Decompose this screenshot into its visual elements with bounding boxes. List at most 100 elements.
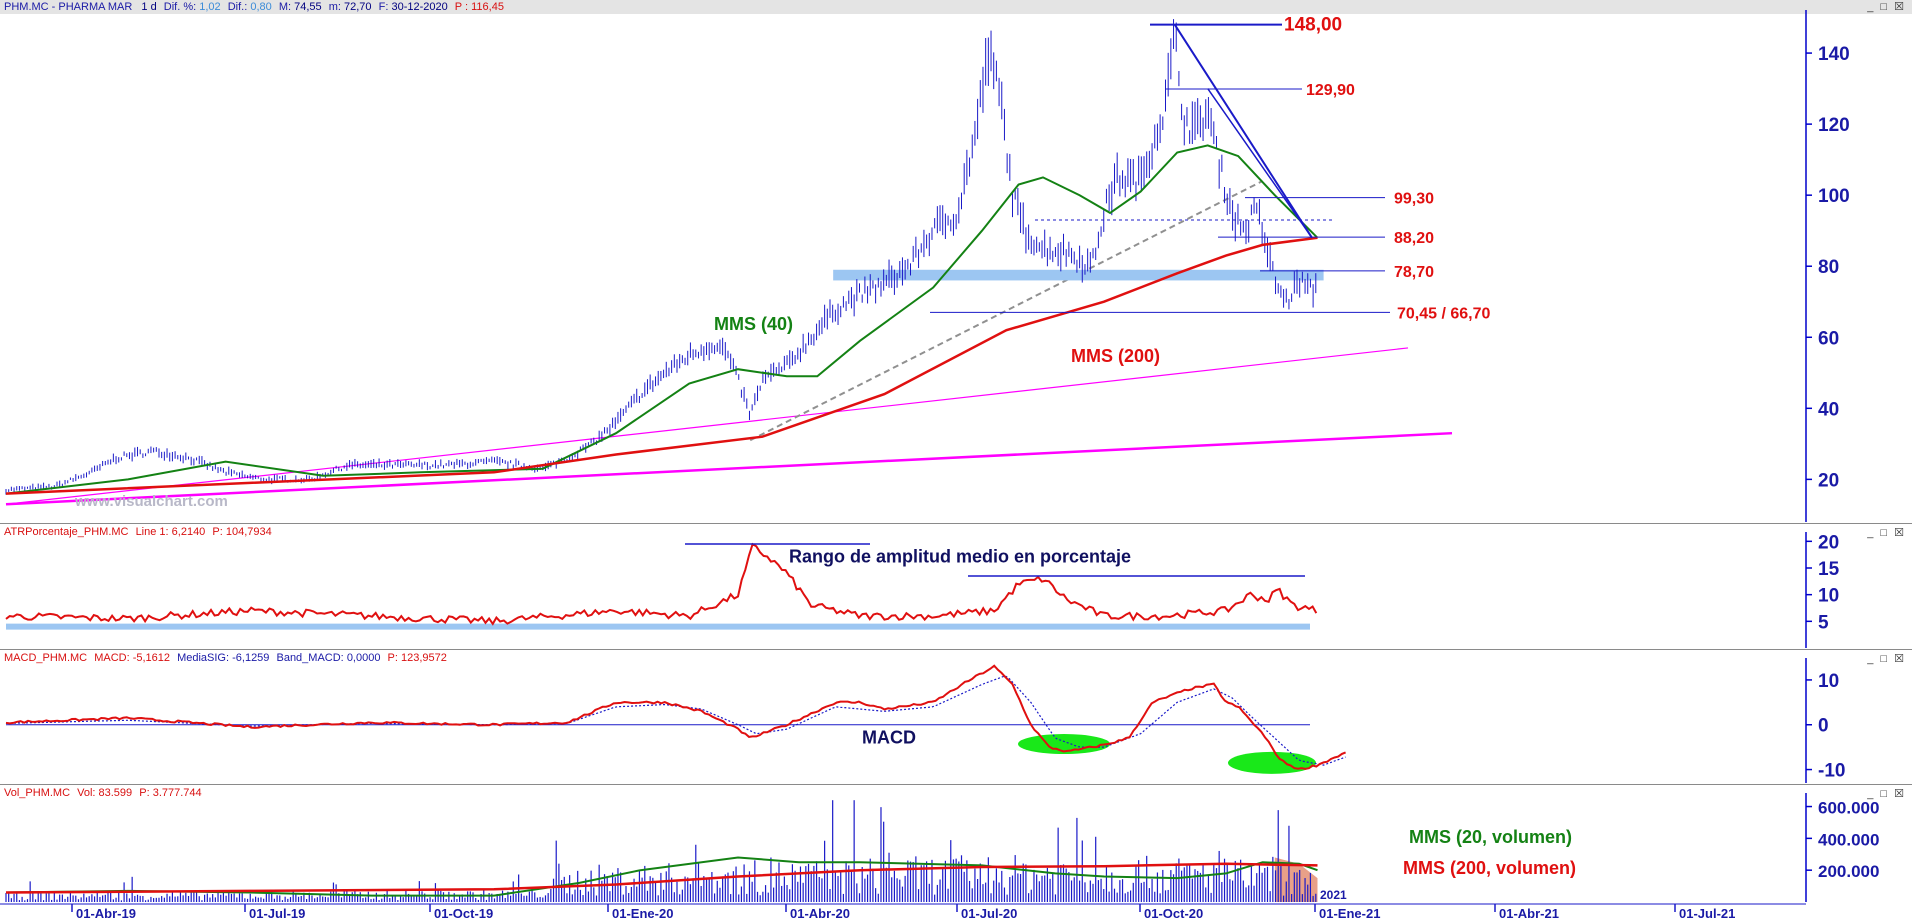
atr-p-label: P: — [212, 526, 223, 538]
vol-ma200-line — [5, 862, 1318, 894]
atr-tick-label-5: 5 — [1818, 612, 1829, 633]
close-value: 116,45 — [471, 1, 504, 13]
vol-name: Vol_PHM.MC — [4, 787, 71, 799]
macd-panel-header: MACD_PHM.MC MACD: -5,1612 MediaSIG: -6,1… — [4, 652, 447, 664]
macd-label: MACD: — [94, 652, 130, 664]
dif-value: 0,80 — [250, 1, 272, 13]
min-value: 72,70 — [344, 1, 372, 13]
atr-window-buttons[interactable]: _ □ ☒ — [1867, 527, 1906, 539]
date-label: F: — [378, 1, 389, 13]
support-zone-band — [833, 269, 1324, 281]
level-label-2: 99,30 — [1394, 191, 1434, 208]
dif-label: Dif.: — [227, 1, 248, 13]
ma200-line — [5, 236, 1318, 495]
y-tick-label-20: 20 — [1818, 470, 1839, 491]
x-tick-label-6: 01-Oct-20 — [1144, 906, 1203, 921]
macd-annotation: MACD — [862, 728, 916, 748]
vol-p-value: 3.777.744 — [152, 787, 202, 799]
y-tick-label-120: 120 — [1818, 115, 1850, 136]
title-bar — [0, 0, 1912, 14]
y-tick-label-140: 140 — [1818, 44, 1850, 65]
level-label-1: 129,90 — [1306, 82, 1355, 99]
min-label: m: — [328, 1, 341, 13]
main-panel-header: PHM.MC - PHARMA MAR 1 d Dif. %: 1,02 Dif… — [4, 1, 504, 13]
separator-macd — [0, 649, 1912, 650]
vol-ma200-annotation: MMS (200, volumen) — [1403, 858, 1576, 878]
macd-tick-label-0: 0 — [1818, 716, 1829, 737]
support-line-2 — [5, 347, 1409, 505]
volume-bars — [5, 800, 1317, 902]
vol-value: 83.599 — [98, 787, 133, 799]
dif-pct-label: Dif. %: — [163, 1, 197, 13]
macd-value: -5,1612 — [132, 652, 171, 664]
macd-name: MACD_PHM.MC — [4, 652, 88, 664]
year-label: 2021 — [1320, 888, 1347, 902]
date-value: 30-12-2020 — [391, 1, 448, 13]
x-tick-label-9: 01-Jul-21 — [1679, 906, 1735, 921]
x-tick-label-1: 01-Jul-19 — [249, 906, 305, 921]
dashed-trendline — [749, 180, 1264, 442]
atr-line — [5, 542, 1318, 626]
vol-ma20-annotation: MMS (20, volumen) — [1409, 827, 1572, 847]
atr-tick-label-20: 20 — [1818, 532, 1839, 553]
atr-line-value: 6,2140 — [171, 526, 206, 538]
x-tick-label-3: 01-Ene-20 — [612, 906, 673, 921]
macd-band-label: Band_MACD: — [276, 652, 344, 664]
y-tick-label-40: 40 — [1818, 399, 1839, 420]
atr-line-label: Line 1: — [135, 526, 169, 538]
y-tick-label-100: 100 — [1818, 186, 1850, 207]
macd-p-value: 123,9572 — [401, 652, 447, 664]
symbol-name: PHM.MC - PHARMA MAR — [4, 1, 133, 13]
atr-p-value: 104,7934 — [225, 526, 272, 538]
macd-line — [5, 664, 1346, 770]
vol-shaded-area — [1274, 857, 1318, 902]
x-tick-label-4: 01-Abr-20 — [790, 906, 850, 921]
price-bars — [5, 19, 1317, 495]
max-value: 74,55 — [294, 1, 322, 13]
main-window-buttons[interactable]: _ □ ☒ — [1867, 1, 1906, 13]
long-term-support-line — [5, 431, 1453, 506]
x-tick-label-8: 01-Abr-21 — [1499, 906, 1559, 921]
macd-tick-label-10: 10 — [1818, 671, 1839, 692]
macd-signal-line — [5, 675, 1346, 766]
vol-p-label: P: — [139, 787, 150, 799]
vol-label: Vol: — [77, 787, 96, 799]
macd-ellipse-1 — [1018, 734, 1110, 755]
downtrend-line-1 — [1173, 24, 1313, 239]
x-tick-label-5: 01-Jul-20 — [961, 906, 1017, 921]
vol-tick-label-2: 600.000 — [1818, 799, 1879, 818]
ma200-annotation: MMS (200) — [1071, 346, 1160, 366]
atr-tick-label-10: 10 — [1818, 586, 1839, 607]
x-tick-label-7: 01-Ene-21 — [1319, 906, 1380, 921]
separator-vol — [0, 784, 1912, 785]
atr-tick-label-15: 15 — [1818, 559, 1840, 580]
max-label: M: — [278, 1, 292, 13]
atr-name: ATRPorcentaje_PHM.MC — [4, 526, 129, 538]
y-tick-label-60: 60 — [1818, 328, 1839, 349]
vol-panel-header: Vol_PHM.MC Vol: 83.599 P: 3.777.744 — [4, 787, 202, 799]
dif-pct-value: 1,02 — [199, 1, 221, 13]
ma40-line — [5, 144, 1319, 495]
level-label-0: 148,00 — [1284, 15, 1342, 36]
macd-ellipse-2 — [1228, 751, 1316, 774]
x-tick-label-0: 01-Abr-19 — [76, 906, 136, 921]
vol-tick-label-0: 200.000 — [1818, 862, 1879, 881]
close-label: P : — [454, 1, 469, 13]
macd-sig-label: MediaSIG: — [177, 652, 230, 664]
ma40-annotation: MMS (40) — [714, 314, 793, 334]
vol-tick-label-1: 400.000 — [1818, 830, 1879, 849]
level-label-4: 78,70 — [1394, 264, 1434, 281]
vol-ma20-line — [5, 856, 1318, 897]
macd-window-buttons[interactable]: _ □ ☒ — [1867, 653, 1906, 665]
vol-window-buttons[interactable]: _ □ ☒ — [1867, 788, 1906, 800]
atr-panel-header: ATRPorcentaje_PHM.MC Line 1: 6,2140 P: 1… — [4, 526, 272, 538]
x-tick-label-2: 01-Oct-19 — [434, 906, 493, 921]
macd-sig-value: -6,1259 — [232, 652, 270, 664]
macd-p-label: P: — [387, 652, 398, 664]
level-label-3: 88,20 — [1394, 230, 1434, 247]
period: 1 d — [141, 1, 157, 13]
macd-tick-label--10: -10 — [1818, 761, 1845, 782]
downtrend-line-2 — [1207, 88, 1313, 239]
y-tick-label-80: 80 — [1818, 257, 1839, 278]
